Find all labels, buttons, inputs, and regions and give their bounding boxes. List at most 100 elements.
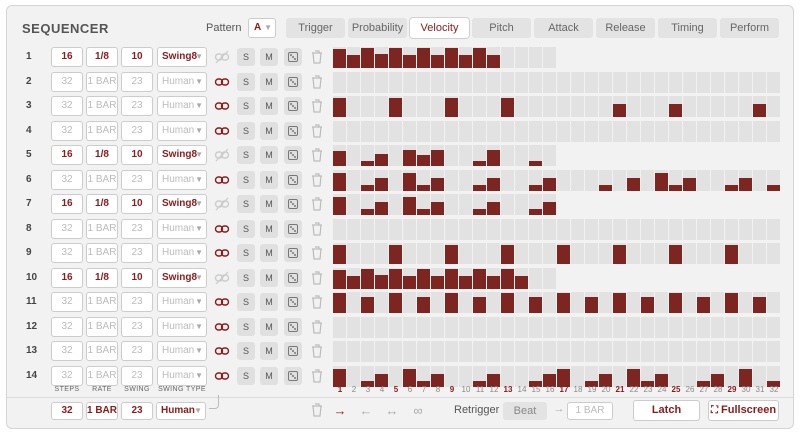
step-cell[interactable] bbox=[459, 169, 473, 191]
step-cell[interactable] bbox=[417, 341, 431, 362]
step-cell[interactable] bbox=[347, 365, 361, 387]
step-cell[interactable] bbox=[375, 365, 389, 387]
step-cell[interactable] bbox=[417, 120, 431, 142]
step-cell[interactable] bbox=[403, 341, 417, 362]
step-cell[interactable] bbox=[389, 194, 403, 215]
velocity-bar[interactable] bbox=[417, 48, 430, 68]
velocity-bar[interactable] bbox=[501, 245, 514, 264]
step-cell[interactable] bbox=[431, 243, 445, 264]
velocity-bar[interactable] bbox=[669, 104, 682, 117]
trash-icon[interactable] bbox=[311, 319, 323, 334]
velocity-bar[interactable] bbox=[473, 297, 486, 313]
step-cell[interactable] bbox=[767, 96, 781, 117]
step-cell[interactable] bbox=[389, 120, 403, 142]
velocity-bar[interactable] bbox=[655, 172, 668, 191]
step-cell[interactable] bbox=[389, 47, 403, 68]
step-cell[interactable] bbox=[627, 316, 641, 338]
step-cell[interactable] bbox=[753, 218, 767, 240]
step-cell[interactable] bbox=[571, 292, 585, 313]
step-cell[interactable] bbox=[515, 96, 529, 117]
step-cell[interactable] bbox=[389, 71, 403, 93]
step-cell[interactable] bbox=[725, 316, 739, 338]
mute-button[interactable]: M bbox=[260, 72, 278, 91]
velocity-bar[interactable] bbox=[389, 268, 402, 289]
step-cell[interactable] bbox=[403, 96, 417, 117]
fullscreen-button[interactable]: ⛶ Fullscreen bbox=[708, 400, 779, 421]
swing-field[interactable]: 23 bbox=[121, 71, 153, 92]
step-cell[interactable] bbox=[333, 120, 347, 142]
step-cell[interactable] bbox=[585, 96, 599, 117]
step-cell[interactable] bbox=[585, 120, 599, 142]
step-cell[interactable] bbox=[529, 47, 543, 68]
step-cell[interactable] bbox=[655, 120, 669, 142]
step-cell[interactable] bbox=[529, 292, 543, 313]
step-cell[interactable] bbox=[501, 365, 515, 387]
tab-timing[interactable]: Timing bbox=[658, 18, 717, 38]
velocity-bar[interactable] bbox=[543, 202, 556, 215]
steps-field[interactable]: 32 bbox=[51, 316, 83, 337]
trash-icon[interactable] bbox=[311, 295, 323, 309]
step-cell[interactable] bbox=[417, 218, 431, 240]
mute-button[interactable]: M bbox=[260, 170, 278, 189]
velocity-bar[interactable] bbox=[333, 293, 346, 313]
step-cell[interactable] bbox=[655, 243, 669, 264]
step-cell[interactable] bbox=[767, 341, 781, 362]
trash-icon[interactable] bbox=[311, 197, 323, 211]
step-cell[interactable] bbox=[431, 365, 445, 387]
step-cell[interactable] bbox=[585, 169, 599, 191]
step-cell[interactable] bbox=[557, 316, 571, 338]
randomize-icon[interactable] bbox=[284, 146, 302, 164]
step-cell[interactable] bbox=[333, 292, 347, 313]
step-cell[interactable] bbox=[403, 120, 417, 142]
step-cell[interactable] bbox=[375, 341, 389, 362]
mute-button[interactable]: M bbox=[260, 121, 278, 140]
step-cell[interactable] bbox=[641, 71, 655, 93]
swing-type-select[interactable]: Human ▼ bbox=[157, 169, 207, 190]
link-icon[interactable] bbox=[214, 344, 230, 358]
rate-field[interactable]: 1 BAR bbox=[86, 243, 118, 263]
step-cell[interactable] bbox=[711, 365, 725, 387]
step-cell[interactable] bbox=[347, 145, 361, 166]
step-cell[interactable] bbox=[697, 218, 711, 240]
velocity-bar[interactable] bbox=[473, 268, 486, 289]
step-cell[interactable] bbox=[557, 365, 571, 387]
swing-type-select[interactable]: Human ▼ bbox=[157, 71, 207, 92]
step-cell[interactable] bbox=[739, 341, 753, 362]
step-cell[interactable] bbox=[697, 292, 711, 313]
step-cell[interactable] bbox=[403, 145, 417, 166]
step-cell[interactable] bbox=[641, 218, 655, 240]
step-cell[interactable] bbox=[599, 218, 613, 240]
step-cell[interactable] bbox=[333, 71, 347, 93]
step-cell[interactable] bbox=[333, 218, 347, 240]
velocity-bar[interactable] bbox=[655, 373, 668, 387]
step-cell[interactable] bbox=[403, 316, 417, 338]
velocity-bar[interactable] bbox=[487, 55, 500, 68]
step-cell[interactable] bbox=[585, 365, 599, 387]
steps-field[interactable]: 32 bbox=[51, 96, 83, 116]
step-cell[interactable] bbox=[389, 145, 403, 166]
step-cell[interactable] bbox=[501, 341, 515, 362]
solo-button[interactable]: S bbox=[237, 146, 255, 164]
unlink-icon[interactable] bbox=[214, 271, 230, 285]
step-cell[interactable] bbox=[669, 365, 683, 387]
step-cell[interactable] bbox=[389, 243, 403, 264]
step-cell[interactable] bbox=[641, 365, 655, 387]
step-cell[interactable] bbox=[599, 120, 613, 142]
step-cell[interactable] bbox=[529, 365, 543, 387]
velocity-bar[interactable] bbox=[361, 209, 374, 215]
step-cell[interactable] bbox=[753, 243, 767, 264]
rate-field[interactable]: 1 BAR bbox=[86, 120, 118, 141]
step-cell[interactable] bbox=[655, 218, 669, 240]
step-cell[interactable] bbox=[753, 292, 767, 313]
velocity-bar[interactable] bbox=[403, 275, 416, 289]
velocity-bar[interactable] bbox=[529, 297, 542, 313]
step-cell[interactable] bbox=[389, 169, 403, 191]
step-cell[interactable] bbox=[739, 120, 753, 142]
velocity-bar[interactable] bbox=[473, 48, 486, 68]
step-cell[interactable] bbox=[725, 169, 739, 191]
step-cell[interactable] bbox=[445, 316, 459, 338]
step-cell[interactable] bbox=[557, 292, 571, 313]
rate-field[interactable]: 1/8 bbox=[86, 47, 118, 67]
step-cell[interactable] bbox=[627, 365, 641, 387]
step-cell[interactable] bbox=[683, 341, 697, 362]
